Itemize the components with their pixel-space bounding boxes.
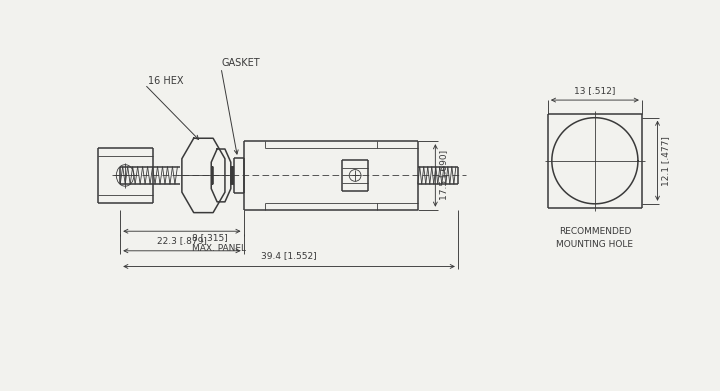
Text: 17.5 [.690]: 17.5 [.690] [439,151,449,201]
Text: 12.1 [.477]: 12.1 [.477] [662,136,670,186]
Text: 16 HEX: 16 HEX [148,75,183,86]
Text: 13 [.512]: 13 [.512] [574,86,616,95]
Text: RECOMMENDED
MOUNTING HOLE: RECOMMENDED MOUNTING HOLE [557,227,634,249]
Text: GASKET: GASKET [221,58,260,68]
Text: 39.4 [1.552]: 39.4 [1.552] [261,251,317,260]
Text: 8 [.315]
MAX. PANEL: 8 [.315] MAX. PANEL [192,233,246,253]
Text: 22.3 [.879]: 22.3 [.879] [157,236,207,245]
